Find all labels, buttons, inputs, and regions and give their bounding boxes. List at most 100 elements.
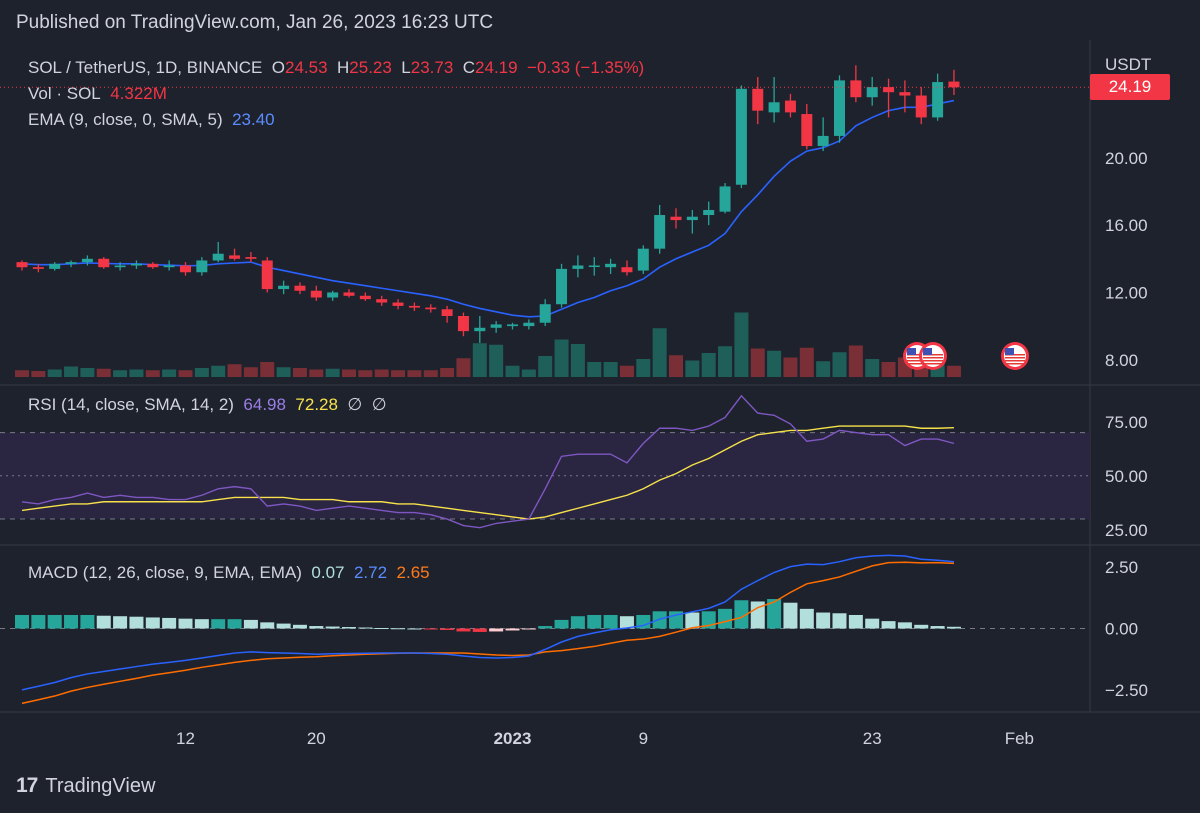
macd-hist-bar bbox=[391, 628, 406, 630]
candle bbox=[359, 292, 371, 301]
macd-hist-bar bbox=[767, 599, 782, 629]
candle-body bbox=[866, 87, 878, 98]
macd-label[interactable]: MACD (12, 26, close, 9, EMA, EMA) bbox=[28, 563, 302, 582]
candle bbox=[948, 69, 960, 96]
candle bbox=[98, 257, 110, 269]
candle-body bbox=[49, 263, 61, 269]
currency-label: USDT bbox=[1105, 55, 1151, 74]
candle-body bbox=[261, 260, 273, 290]
macd-hist-bar bbox=[211, 619, 226, 629]
macd-hist-bar bbox=[162, 617, 177, 629]
ema-value: 23.40 bbox=[232, 110, 275, 129]
candle-body bbox=[392, 302, 404, 306]
candle-body bbox=[834, 80, 845, 136]
candle-body bbox=[735, 88, 747, 185]
price-axis-tick: 8.00 bbox=[1105, 351, 1138, 370]
time-axis-tick: 20 bbox=[307, 729, 326, 748]
volume-bar bbox=[47, 369, 62, 377]
macd-hist-bar bbox=[930, 626, 945, 629]
candle bbox=[556, 263, 568, 308]
flag-stripe bbox=[923, 354, 943, 356]
macd-hist-bar bbox=[881, 621, 896, 629]
volume-bar bbox=[619, 365, 634, 377]
volume-bar bbox=[701, 353, 716, 377]
symbol-label[interactable]: SOL / TetherUS, 1D, BINANCE bbox=[28, 58, 263, 77]
volume-bar bbox=[848, 345, 863, 377]
volume-bar bbox=[325, 368, 340, 377]
macd-hist-bar bbox=[243, 619, 258, 629]
volume-bar bbox=[358, 370, 373, 377]
candle bbox=[637, 245, 649, 274]
candle bbox=[817, 117, 829, 152]
candle bbox=[408, 302, 420, 311]
candle bbox=[605, 258, 617, 274]
us-flag-event-icon[interactable] bbox=[1001, 342, 1029, 370]
candle-body bbox=[98, 258, 110, 268]
volume-label[interactable]: Vol · SOL bbox=[28, 84, 101, 103]
macd-hist-bar bbox=[325, 626, 340, 629]
macd-hist-bar bbox=[848, 614, 863, 629]
macd-hist-bar bbox=[456, 628, 471, 632]
macd-hist-bar bbox=[374, 628, 389, 630]
macd-axis-tick: 0.00 bbox=[1105, 620, 1138, 639]
candle-body bbox=[752, 88, 764, 111]
candle bbox=[261, 257, 273, 293]
macd-hist-bar bbox=[718, 608, 733, 629]
volume-bar bbox=[80, 368, 95, 377]
candle-body bbox=[408, 305, 420, 308]
macd-hist-bar bbox=[946, 626, 961, 629]
macd-hist-bar bbox=[734, 600, 749, 629]
volume-bar bbox=[113, 370, 128, 377]
candle bbox=[801, 103, 813, 150]
volume-bar bbox=[194, 368, 209, 377]
candle-body bbox=[915, 95, 927, 118]
candle-body bbox=[539, 304, 551, 323]
flag-stripe bbox=[923, 357, 943, 359]
macd-hist-bar bbox=[80, 614, 95, 629]
candle-body bbox=[686, 216, 698, 221]
volume-bar bbox=[227, 364, 242, 377]
candle bbox=[310, 285, 322, 301]
candle bbox=[81, 255, 93, 266]
macd-axis-tick: 2.50 bbox=[1105, 558, 1138, 577]
macd-hist-bar bbox=[489, 628, 504, 632]
volume-bar bbox=[538, 356, 553, 377]
macd-hist-bar bbox=[865, 618, 880, 629]
candle-body bbox=[196, 260, 208, 273]
volume-bar bbox=[472, 343, 487, 377]
candle bbox=[294, 282, 306, 295]
volume-bar bbox=[145, 370, 160, 377]
rsi-legend: RSI (14, close, SMA, 14, 2) 64.98 72.28 … bbox=[28, 395, 387, 415]
candle bbox=[245, 252, 257, 263]
high-label: H bbox=[337, 58, 350, 77]
volume-bar bbox=[260, 362, 275, 377]
time-axis-tick: 2023 bbox=[494, 729, 532, 748]
macd-line bbox=[21, 554, 955, 691]
time-axis-tick: 9 bbox=[639, 729, 648, 748]
rsi-sma-line bbox=[21, 425, 954, 520]
candle bbox=[850, 65, 862, 103]
macd-hist-bar bbox=[292, 624, 307, 629]
candle-body bbox=[605, 263, 617, 268]
candle-body bbox=[768, 102, 780, 113]
last-price-badge: 24.19 bbox=[1090, 74, 1170, 101]
rsi-label[interactable]: RSI (14, close, SMA, 14, 2) bbox=[28, 395, 234, 414]
volume-bar bbox=[391, 370, 406, 377]
candle-body bbox=[899, 92, 911, 96]
us-flag-event-icon[interactable] bbox=[919, 342, 947, 370]
flag-canton bbox=[907, 348, 916, 355]
grid-lines bbox=[0, 40, 1200, 713]
ema-line bbox=[21, 99, 955, 318]
candle-body bbox=[441, 309, 453, 316]
candle-body bbox=[376, 299, 388, 303]
flag-canton bbox=[1005, 348, 1014, 355]
macd-hist-bar bbox=[570, 616, 585, 629]
candle bbox=[65, 260, 77, 268]
candle-body bbox=[114, 265, 126, 268]
tradingview-logo[interactable]: 17 TradingView bbox=[16, 774, 155, 798]
ema-label[interactable]: EMA (9, close, 0, SMA, 5) bbox=[28, 110, 223, 129]
candle bbox=[866, 77, 878, 106]
candle-body bbox=[507, 324, 518, 327]
volume-bar bbox=[374, 369, 389, 377]
